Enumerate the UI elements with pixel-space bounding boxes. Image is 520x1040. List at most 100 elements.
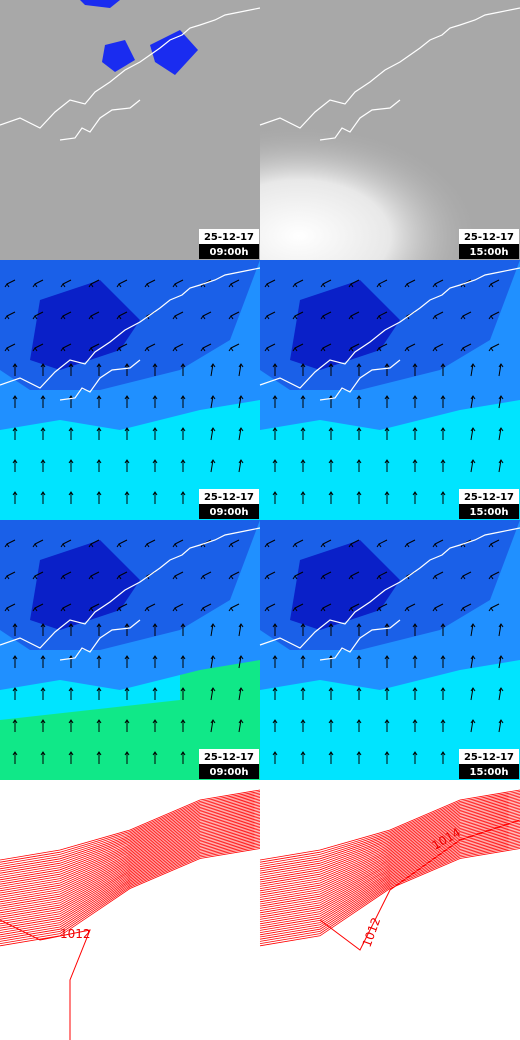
isobar	[259, 795, 520, 870]
isobar	[0, 801, 261, 878]
wind-arrow-head	[228, 347, 234, 352]
wind-arrow	[266, 343, 276, 349]
wind-arrow	[174, 571, 184, 577]
wind-arrow	[322, 539, 332, 545]
wind-arrow	[378, 279, 388, 285]
wind-arrow	[6, 603, 16, 609]
wind-arrow-head	[404, 347, 410, 352]
time-box	[459, 764, 519, 779]
wind-arrow-head	[12, 751, 18, 756]
wind-arrow	[294, 343, 304, 349]
wind-arrow	[210, 687, 214, 701]
coastline	[319, 619, 401, 661]
wind-arrow-head	[440, 655, 446, 660]
wind-arrow	[62, 279, 72, 285]
wind-arrow-head	[152, 687, 158, 692]
wind-arrow-head	[498, 687, 504, 692]
wind-arrow-head	[238, 459, 244, 464]
wind-arrow-head	[498, 363, 504, 368]
date-box	[199, 749, 259, 764]
wind-arrow-head	[320, 283, 326, 288]
isobar	[259, 839, 520, 933]
wind-arrow	[266, 311, 276, 317]
wind-arrow	[406, 539, 416, 545]
wind-arrow-head	[200, 607, 206, 612]
wind-arrow	[462, 343, 472, 349]
isobar	[0, 807, 261, 887]
wind-arrow-head	[460, 607, 466, 612]
wind-arrow	[6, 311, 16, 317]
time-box	[199, 504, 259, 519]
isobar	[0, 830, 261, 920]
wind-arrow-head	[272, 719, 278, 724]
wind-arrow-head	[470, 655, 476, 660]
wind-arrow-head	[60, 543, 66, 548]
wind-arrow	[34, 571, 44, 577]
wind-arrow-head	[356, 491, 362, 496]
wind-arrow-head	[292, 315, 298, 320]
wind-arrow	[174, 343, 184, 349]
wind-arrow	[230, 311, 240, 317]
wind-arrow-head	[440, 363, 446, 368]
wind-arrow	[230, 539, 240, 545]
isobar	[259, 791, 520, 863]
map-panel: 1012	[0, 780, 261, 1040]
wind-arrow	[90, 603, 100, 609]
wind-arrow-head	[272, 395, 278, 400]
wind-arrow	[406, 279, 416, 285]
wind-arrow-head	[96, 395, 102, 400]
map-panel: 25-12-17 15:00h	[259, 260, 520, 520]
wind-arrow-head	[460, 315, 466, 320]
wind-arrow-head	[320, 543, 326, 548]
wind-arrow-head	[210, 719, 216, 724]
wind-arrow-head	[180, 491, 186, 496]
wind-arrow-head	[180, 363, 186, 368]
wind-arrow-head	[328, 459, 334, 464]
wind-arrow	[470, 395, 474, 409]
coastline	[59, 619, 141, 661]
wind-arrow	[434, 603, 444, 609]
isobar	[259, 833, 520, 925]
wind-arrow-head	[68, 719, 74, 724]
isobar	[0, 846, 261, 944]
wind-arrow-head	[328, 623, 334, 628]
wind-arrow-head	[384, 427, 390, 432]
isobar	[0, 791, 261, 863]
wind-arrow-head	[210, 363, 216, 368]
wind-arrow-head	[238, 719, 244, 724]
wind-arrow-head	[152, 395, 158, 400]
isobar	[0, 845, 261, 942]
isobar	[0, 831, 261, 922]
wind-arrow	[118, 279, 128, 285]
wind-arrow	[230, 571, 240, 577]
wind-arrow-head	[356, 395, 362, 400]
field-dark	[30, 280, 140, 370]
wind-arrow	[210, 395, 214, 409]
wind-arrow-head	[356, 719, 362, 724]
wind-arrow-head	[384, 363, 390, 368]
precip	[150, 30, 198, 75]
wind-arrow	[378, 571, 388, 577]
wind-arrow-head	[228, 607, 234, 612]
isobar	[259, 822, 520, 909]
wind-arrow	[146, 603, 156, 609]
wind-arrow-head	[32, 575, 38, 580]
isobar	[0, 795, 261, 870]
isobar	[259, 842, 520, 938]
wind-arrow-head	[272, 491, 278, 496]
wind-arrow	[62, 571, 72, 577]
wind-arrow-head	[384, 687, 390, 692]
isobar	[0, 827, 261, 916]
wind-arrow	[434, 311, 444, 317]
wind-arrow	[266, 603, 276, 609]
wind-arrow-head	[68, 623, 74, 628]
wind-arrow-head	[328, 719, 334, 724]
wind-arrow-head	[40, 427, 46, 432]
wind-arrow-head	[470, 395, 476, 400]
wind-arrow	[470, 427, 474, 441]
wind-arrow-head	[124, 623, 130, 628]
wind-arrow	[462, 571, 472, 577]
wind-arrow-head	[88, 575, 94, 580]
wind-arrow-head	[328, 491, 334, 496]
isobar	[259, 821, 520, 907]
